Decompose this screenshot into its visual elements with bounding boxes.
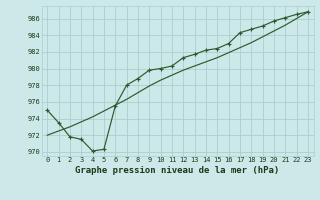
X-axis label: Graphe pression niveau de la mer (hPa): Graphe pression niveau de la mer (hPa) — [76, 166, 280, 175]
